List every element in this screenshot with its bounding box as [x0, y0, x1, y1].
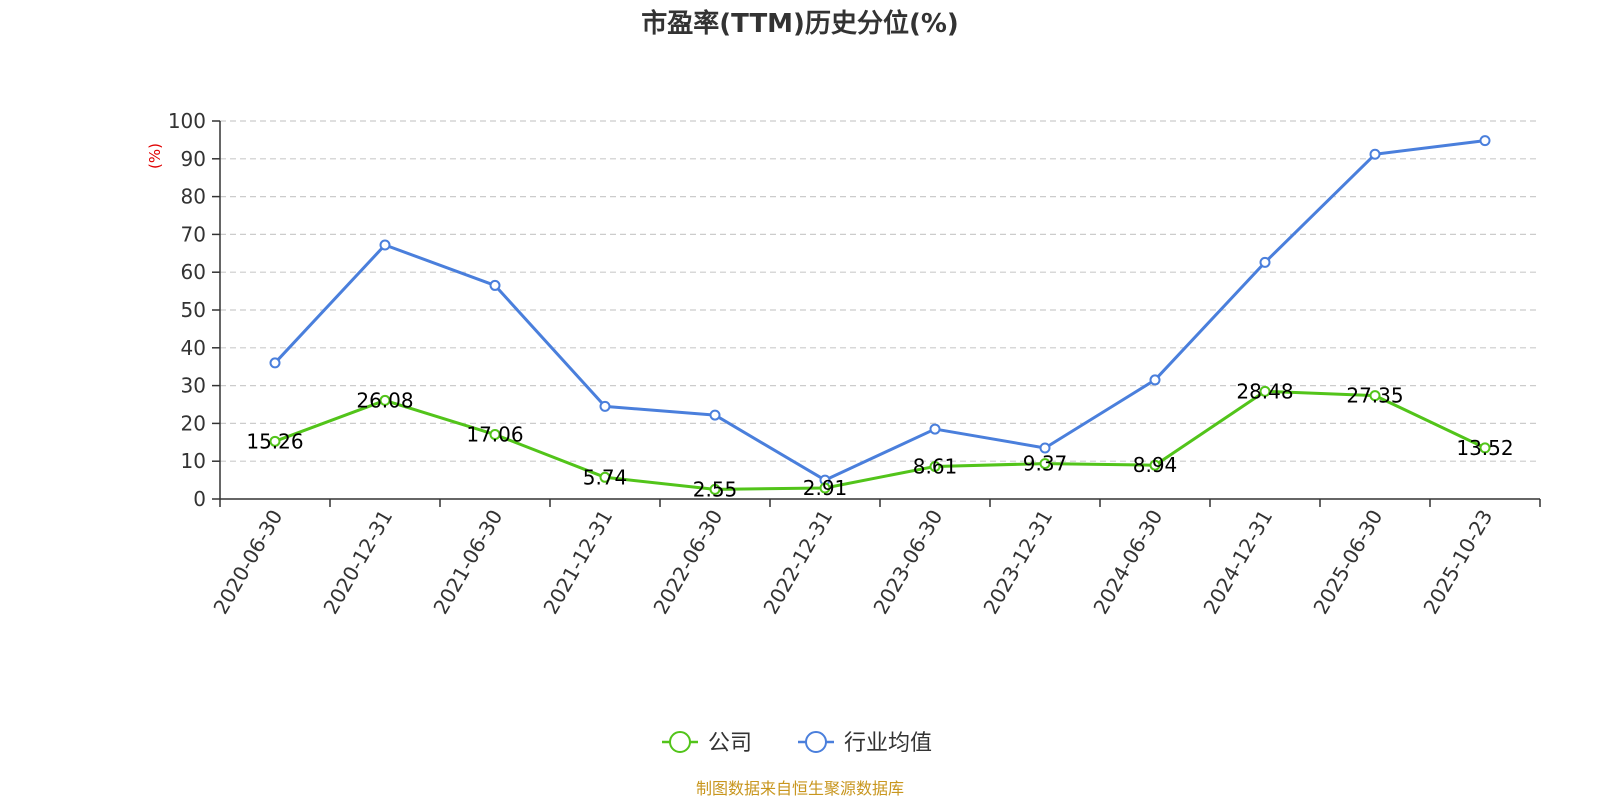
data-point — [379, 394, 391, 406]
axes: 0 10 20 30 40 50 60 70 80 90 100 2020-06-30 2020-12-… — [168, 109, 1541, 619]
chart-title: 市盈率(TTM)历史分位(%) — [641, 8, 959, 39]
y-tick-label: 100 — [168, 109, 206, 133]
data-point — [1479, 135, 1491, 147]
series-lines — [269, 135, 1491, 495]
data-label: 2.91 — [803, 476, 848, 500]
data-point — [489, 429, 501, 441]
x-tick-label: 2022-12-31 — [758, 506, 837, 619]
data-point — [1259, 256, 1271, 268]
data-label: 27.35 — [1346, 384, 1403, 408]
data-point — [379, 239, 391, 251]
data-point — [819, 482, 831, 494]
data-point — [709, 483, 721, 495]
x-tick-label: 2024-12-31 — [1198, 506, 1277, 619]
y-tick-label: 60 — [181, 260, 206, 284]
y-tick-label: 0 — [193, 487, 206, 511]
data-point — [1259, 385, 1271, 397]
data-point — [929, 423, 941, 435]
data-point — [1149, 374, 1161, 386]
x-tick-label: 2022-06-30 — [648, 506, 727, 619]
data-source-note: 制图数据来自恒生聚源数据库 — [696, 779, 904, 798]
legend-label: 行业均值 — [844, 731, 932, 756]
x-tick-label: 2024-06-30 — [1088, 506, 1167, 619]
data-point — [709, 409, 721, 421]
data-label: 13.52 — [1456, 436, 1513, 460]
data-label: 26.08 — [356, 388, 413, 412]
data-point — [1149, 459, 1161, 471]
data-point — [1039, 458, 1051, 470]
series-line — [274, 389, 1486, 491]
data-point — [1479, 442, 1491, 454]
x-tick-label: 2020-06-30 — [208, 506, 287, 619]
x-tick-label: 2023-06-30 — [868, 506, 947, 619]
y-tick-label: 40 — [181, 336, 206, 360]
x-tick-label: 2023-12-31 — [978, 506, 1057, 619]
y-tick-label: 50 — [181, 298, 206, 322]
data-labels: 15.26 26.08 17.06 5.74 2.55 2.91 8.61 9.37 8.94 2… — [246, 379, 1513, 501]
data-point — [1369, 390, 1381, 402]
x-tick-label: 2021-12-31 — [538, 506, 617, 619]
data-point — [599, 400, 611, 412]
y-tick-label: 80 — [181, 185, 206, 209]
data-point — [929, 460, 941, 472]
y-tick-label: 10 — [181, 449, 206, 473]
data-label: 17.06 — [466, 423, 523, 447]
data-point — [269, 435, 281, 447]
data-point — [1039, 442, 1051, 454]
x-tick-label: 2021-06-30 — [428, 506, 507, 619]
x-tick-label: 2025-10-23 — [1418, 506, 1497, 619]
y-tick-label: 30 — [181, 374, 206, 398]
data-label: 9.37 — [1023, 452, 1068, 476]
grid-lines — [220, 120, 1540, 462]
legend-label: 公司 — [708, 731, 752, 756]
data-label: 28.48 — [1236, 379, 1293, 403]
legend-item[interactable]: 行业均值 — [798, 731, 932, 756]
x-tick-label: 2020-12-31 — [318, 506, 397, 619]
data-label: 15.26 — [246, 429, 303, 453]
y-tick-label: 90 — [181, 147, 206, 171]
x-tick-label: 2025-06-30 — [1308, 506, 1387, 619]
legend-circle-icon — [669, 731, 691, 753]
y-tick-label: 20 — [181, 411, 206, 435]
legend-item[interactable]: 公司 — [662, 731, 752, 756]
legend[interactable]: 公司 行业均值 — [662, 731, 932, 756]
y-axis-unit-label: (%) — [146, 143, 164, 169]
series-line — [273, 139, 1486, 482]
data-label: 5.74 — [583, 465, 628, 489]
data-label: 2.55 — [693, 477, 738, 501]
data-label: 8.61 — [913, 454, 958, 478]
data-label: 8.94 — [1133, 453, 1178, 477]
legend-circle-icon — [805, 731, 827, 753]
y-tick-label: 70 — [181, 222, 206, 246]
data-point — [1369, 148, 1381, 160]
data-point — [599, 471, 611, 483]
data-point — [489, 279, 501, 291]
data-point — [269, 357, 281, 369]
